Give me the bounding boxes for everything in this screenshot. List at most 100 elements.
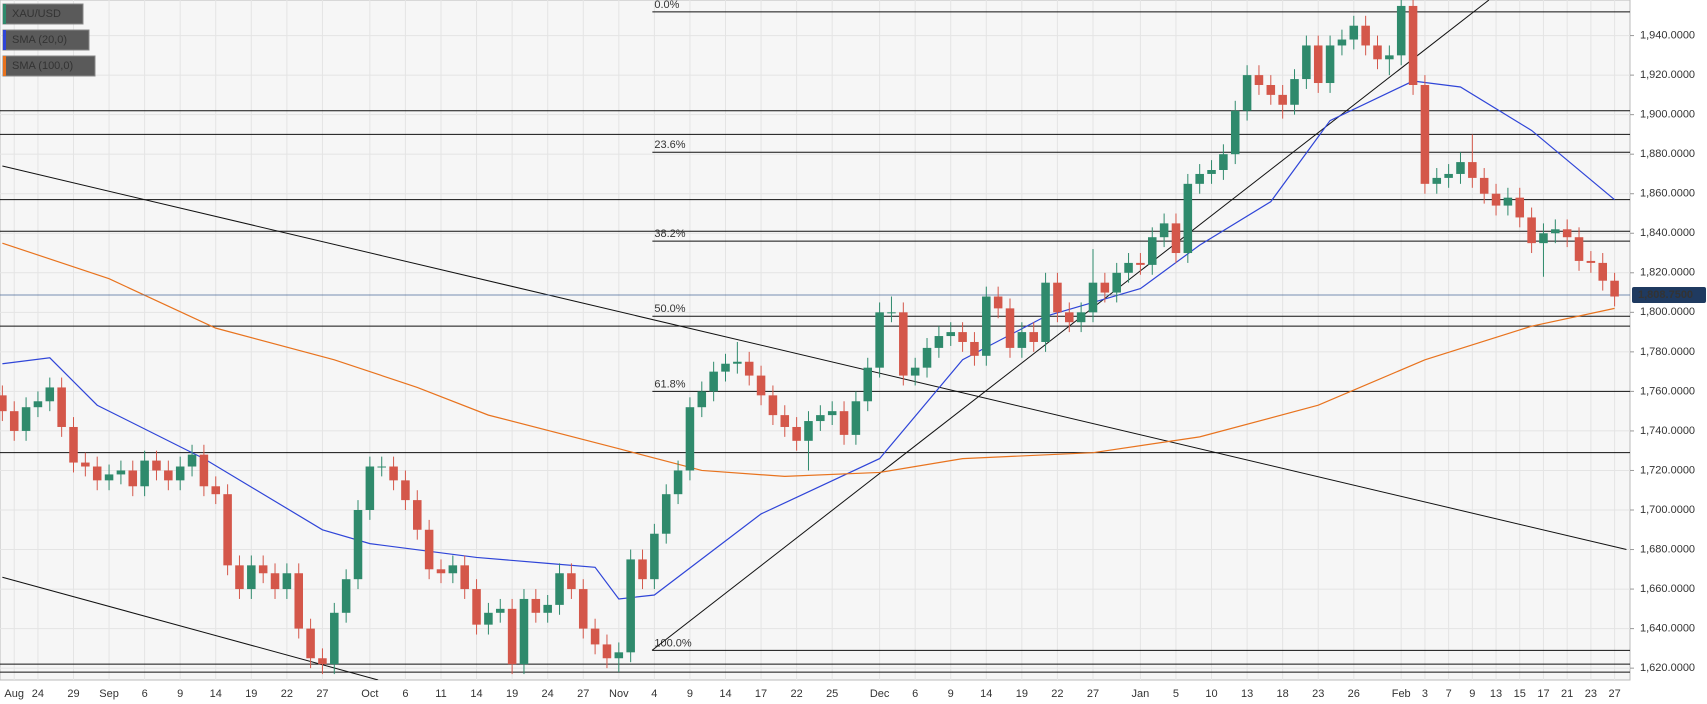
candle-body — [436, 569, 446, 574]
candle-body — [33, 401, 43, 408]
y-tick-label: 1,740.0000 — [1640, 425, 1695, 437]
legend-label: SMA (100,0) — [12, 60, 73, 72]
candle-body — [1456, 162, 1465, 174]
candle-body — [792, 426, 801, 441]
candle-body — [1337, 39, 1347, 46]
legend-label: XAU/USD — [12, 8, 61, 20]
candle-body — [81, 462, 90, 467]
candle-body — [247, 565, 256, 590]
candle-body — [164, 470, 173, 481]
candle-body — [839, 411, 849, 435]
candle-body — [341, 579, 351, 613]
candle-body — [377, 466, 386, 468]
candle-body — [187, 454, 197, 467]
y-tick-label: 1,900.0000 — [1640, 109, 1695, 121]
candle-body — [128, 470, 138, 487]
x-tick-label: 9 — [948, 688, 954, 700]
candle-body — [1551, 229, 1560, 234]
y-tick-label: 1,860.0000 — [1640, 188, 1695, 200]
candle-body — [970, 341, 979, 356]
candle-body — [780, 415, 790, 427]
candle-body — [733, 361, 742, 364]
x-tick-label: Nov — [609, 688, 629, 700]
candle-body — [1361, 25, 1370, 46]
candle-body — [318, 658, 327, 665]
plot: 0.0% 23.6% 38.2% 50.0% 61.8% 100.0% — [0, 0, 1630, 680]
candle-body — [507, 608, 517, 665]
candle-body — [922, 347, 932, 368]
x-tick-label: 10 — [1205, 688, 1217, 700]
candle-body — [282, 573, 292, 590]
fib-label: 0.0% — [654, 0, 679, 11]
x-tick-label: 14 — [980, 688, 992, 700]
candle-body — [1207, 170, 1216, 174]
candle-body — [495, 608, 505, 613]
candle-body — [590, 628, 600, 645]
y-tick-label: 1,640.0000 — [1640, 623, 1695, 635]
candle-body — [946, 332, 956, 337]
candle-body — [484, 612, 493, 625]
candle-body — [1029, 332, 1038, 342]
candle-body — [697, 391, 707, 408]
candle-body — [982, 296, 991, 356]
candle-body — [424, 529, 434, 570]
candle-body — [1420, 85, 1430, 184]
candle-body — [602, 644, 612, 659]
candle-body — [1408, 5, 1418, 86]
x-tick-label: 4 — [651, 688, 657, 700]
x-tick-label: 26 — [1348, 688, 1360, 700]
candle-body — [993, 296, 1003, 309]
candle-body — [887, 312, 896, 314]
y-tick-label: 1,760.0000 — [1640, 385, 1695, 397]
x-tick-label: 24 — [542, 688, 554, 700]
candle-body — [851, 401, 861, 435]
x-tick-label: 23 — [1585, 688, 1597, 700]
plot-area — [0, 0, 1631, 681]
candle-body — [472, 589, 481, 625]
candle-body — [1468, 162, 1477, 178]
candle-body — [910, 367, 920, 376]
candle-body — [578, 589, 588, 629]
candle-body — [1574, 237, 1584, 261]
candle-body — [1242, 75, 1252, 111]
candle-body — [1230, 110, 1240, 155]
candle-body — [69, 426, 78, 463]
candle-body — [650, 533, 659, 580]
y-tick-label: 1,660.0000 — [1640, 583, 1695, 595]
x-tick-label: 9 — [177, 688, 183, 700]
candle-body — [175, 466, 185, 481]
x-tick-label: Oct — [361, 688, 378, 700]
candle-body — [1254, 75, 1264, 85]
candle-body — [365, 466, 375, 510]
candle-body — [1444, 173, 1453, 178]
candle-body — [1005, 308, 1015, 348]
y-tick-label: 1,820.0000 — [1640, 267, 1695, 279]
x-tick-label: Jan — [1132, 688, 1150, 700]
trendline — [2, 165, 1627, 551]
candle-body — [448, 565, 458, 574]
candle-body — [413, 500, 422, 530]
x-tick-label: 22 — [281, 688, 293, 700]
fib-label: 50.0% — [654, 303, 685, 315]
candle-body — [1195, 173, 1204, 184]
fib-label: 38.2% — [654, 228, 685, 240]
x-tick-label: 11 — [435, 688, 446, 700]
x-tick-label: 19 — [245, 688, 257, 700]
candle-body — [1076, 312, 1086, 323]
candle-body — [0, 395, 7, 412]
candle-body — [934, 336, 944, 348]
axes: 1,620.0000 1,640.0000 1,660.0000 1,680.0000… — [2, 3, 1706, 700]
x-tick-label: 6 — [142, 688, 148, 700]
candle-body — [816, 415, 825, 422]
candle-body — [1183, 183, 1193, 254]
candle-body — [744, 361, 754, 376]
candle-body — [1219, 154, 1228, 170]
x-tick-label: 25 — [826, 688, 838, 700]
candle-body — [661, 494, 671, 534]
legend-swatch — [3, 56, 6, 76]
x-tick-label: 29 — [67, 688, 79, 700]
candle-body — [92, 466, 102, 481]
x-tick-label: 6 — [402, 688, 408, 700]
x-tick-label: 17 — [755, 688, 767, 700]
